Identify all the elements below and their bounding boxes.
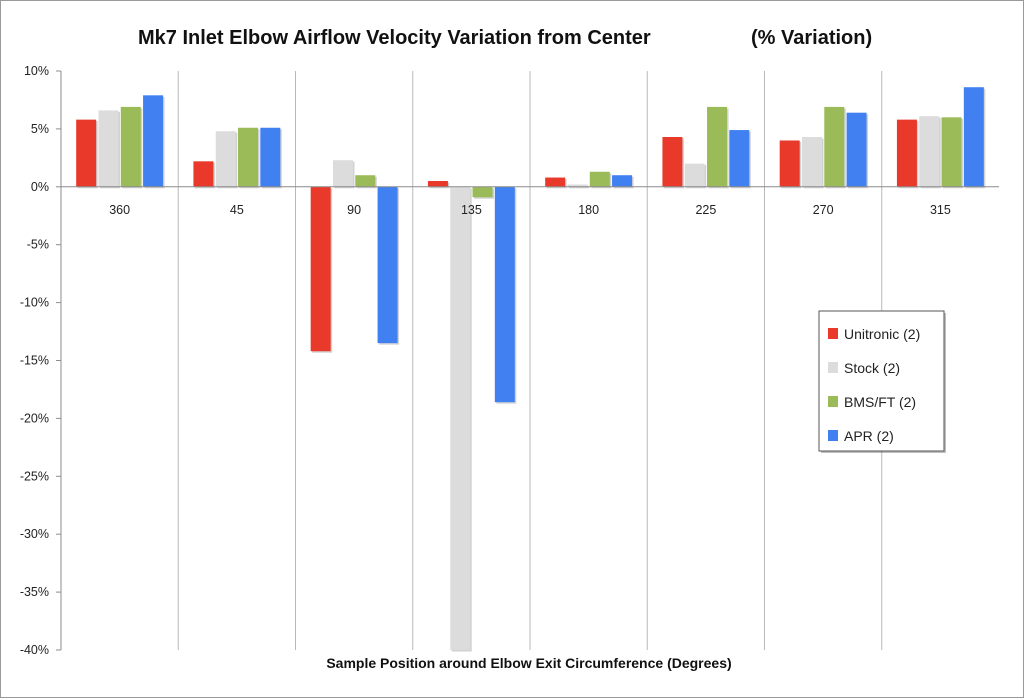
x-tick-label: 90 (347, 203, 361, 217)
bar-315-0 (896, 119, 917, 187)
chart-title: Mk7 Inlet Elbow Airflow Velocity Variati… (138, 27, 651, 49)
axes (56, 70, 999, 651)
y-tick-label: 0% (31, 180, 49, 194)
legend-label: APR (2) (844, 428, 894, 444)
bar-360-1 (98, 110, 119, 187)
legend-swatch (828, 396, 838, 407)
legend-label: Stock (2) (844, 360, 900, 376)
x-tick-label: 315 (930, 203, 951, 217)
y-tick-label: -15% (20, 354, 49, 368)
bar-270-1 (801, 137, 822, 187)
tick-labels: 10% 5% 0% -5% -10% -15% -20% -25% -30% -35% -40% 36… (20, 64, 951, 657)
bar-135-0 (427, 181, 448, 187)
bar-270-0 (779, 140, 800, 187)
bars (76, 87, 986, 652)
bar-315-1 (919, 116, 940, 187)
bar-135-3 (494, 186, 515, 403)
bar-45-0 (193, 161, 214, 187)
x-tick-label: 135 (461, 203, 482, 217)
bar-180-3 (612, 175, 633, 187)
y-tick-label: -25% (20, 469, 49, 483)
x-tick-label: 225 (695, 203, 716, 217)
bar-180-0 (545, 177, 566, 187)
bar-90-0 (310, 186, 331, 352)
bar-360-0 (76, 119, 97, 187)
bar-270-2 (824, 106, 845, 187)
bar-90-2 (355, 175, 376, 187)
bar-225-3 (729, 130, 750, 187)
y-tick-label: -35% (20, 585, 49, 599)
bar-45-1 (215, 131, 236, 187)
bar-90-3 (377, 186, 398, 344)
y-tick-label: -20% (20, 411, 49, 425)
bar-135-1 (450, 186, 471, 651)
y-tick-label: 5% (31, 122, 49, 136)
x-tick-label: 360 (109, 203, 130, 217)
chart-title-suffix: (% Variation) (751, 27, 872, 49)
y-tick-label: 10% (24, 64, 49, 78)
y-tick-label: -10% (20, 296, 49, 310)
bar-225-1 (684, 163, 705, 187)
legend: Unitronic (2) Stock (2) BMS/FT (2) APR (2) (818, 310, 946, 453)
bar-180-2 (589, 171, 610, 187)
legend-box (818, 310, 945, 452)
legend-label: Unitronic (2) (844, 326, 920, 342)
y-tick-label: -5% (27, 238, 49, 252)
legend-swatch (828, 362, 838, 373)
bar-315-2 (941, 117, 962, 187)
bar-45-3 (260, 127, 281, 187)
legend-label: BMS/FT (2) (844, 394, 916, 410)
legend-swatch (828, 430, 838, 441)
x-tick-label: 270 (813, 203, 834, 217)
bar-180-1 (567, 184, 588, 187)
bar-270-3 (846, 112, 867, 187)
bar-360-3 (143, 95, 164, 187)
x-tick-label: 45 (230, 203, 244, 217)
bar-315-3 (963, 87, 984, 187)
bar-225-2 (707, 106, 728, 187)
bar-135-2 (472, 186, 493, 198)
y-tick-label: -30% (20, 527, 49, 541)
bar-45-2 (238, 127, 259, 187)
y-tick-label: -40% (20, 643, 49, 657)
bar-225-0 (662, 137, 683, 187)
bar-90-1 (332, 160, 353, 187)
grid (177, 71, 883, 650)
x-axis-title: Sample Position around Elbow Exit Circum… (326, 655, 731, 671)
x-tick-label: 180 (578, 203, 599, 217)
bar-360-2 (120, 106, 141, 187)
legend-swatch (828, 328, 838, 339)
